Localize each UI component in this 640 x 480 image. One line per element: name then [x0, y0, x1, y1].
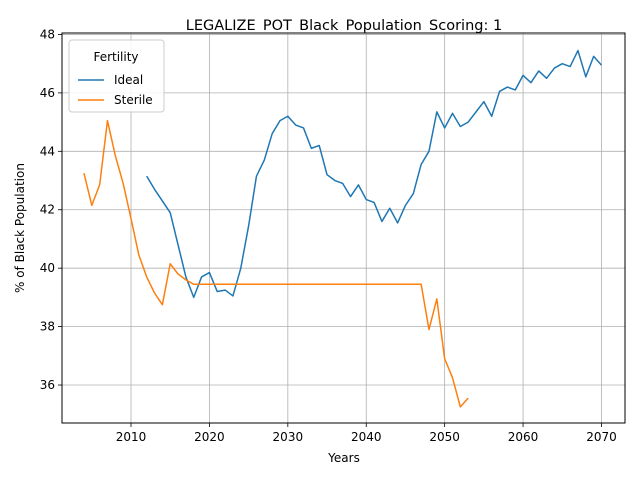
y-tick-label: 44	[40, 144, 55, 158]
x-axis-label: Years	[327, 451, 360, 465]
y-tick-label: 40	[40, 261, 55, 275]
y-tick-label: 38	[40, 320, 55, 334]
x-tick-label: 2020	[194, 430, 225, 444]
x-tick-label: 2030	[273, 430, 304, 444]
x-tick-label: 2060	[508, 430, 539, 444]
y-axis-ticks: 36 38 40 42 44 46 48	[40, 27, 62, 392]
x-tick-label: 2070	[586, 430, 617, 444]
series-line-ideal	[147, 51, 602, 298]
series-line-sterile	[84, 121, 468, 407]
legend-entry-sterile: Sterile	[114, 93, 153, 107]
y-tick-label: 42	[40, 203, 55, 217]
x-axis-ticks: 2010 2020 2030 2040 2050 2060 2070	[116, 423, 617, 444]
chart-title: LEGALIZE_POT_Black_Population_Scoring: 1	[186, 18, 502, 34]
y-tick-label: 46	[40, 86, 55, 100]
y-tick-label: 48	[40, 27, 55, 41]
legend-title: Fertility	[93, 50, 138, 64]
legend: Fertility Ideal Sterile	[69, 40, 164, 112]
x-tick-label: 2050	[429, 430, 460, 444]
x-tick-label: 2010	[116, 430, 147, 444]
y-axis-label: % of Black Population	[13, 163, 27, 293]
y-tick-label: 36	[40, 378, 55, 392]
legend-entry-ideal: Ideal	[114, 73, 143, 87]
x-tick-label: 2040	[351, 430, 382, 444]
